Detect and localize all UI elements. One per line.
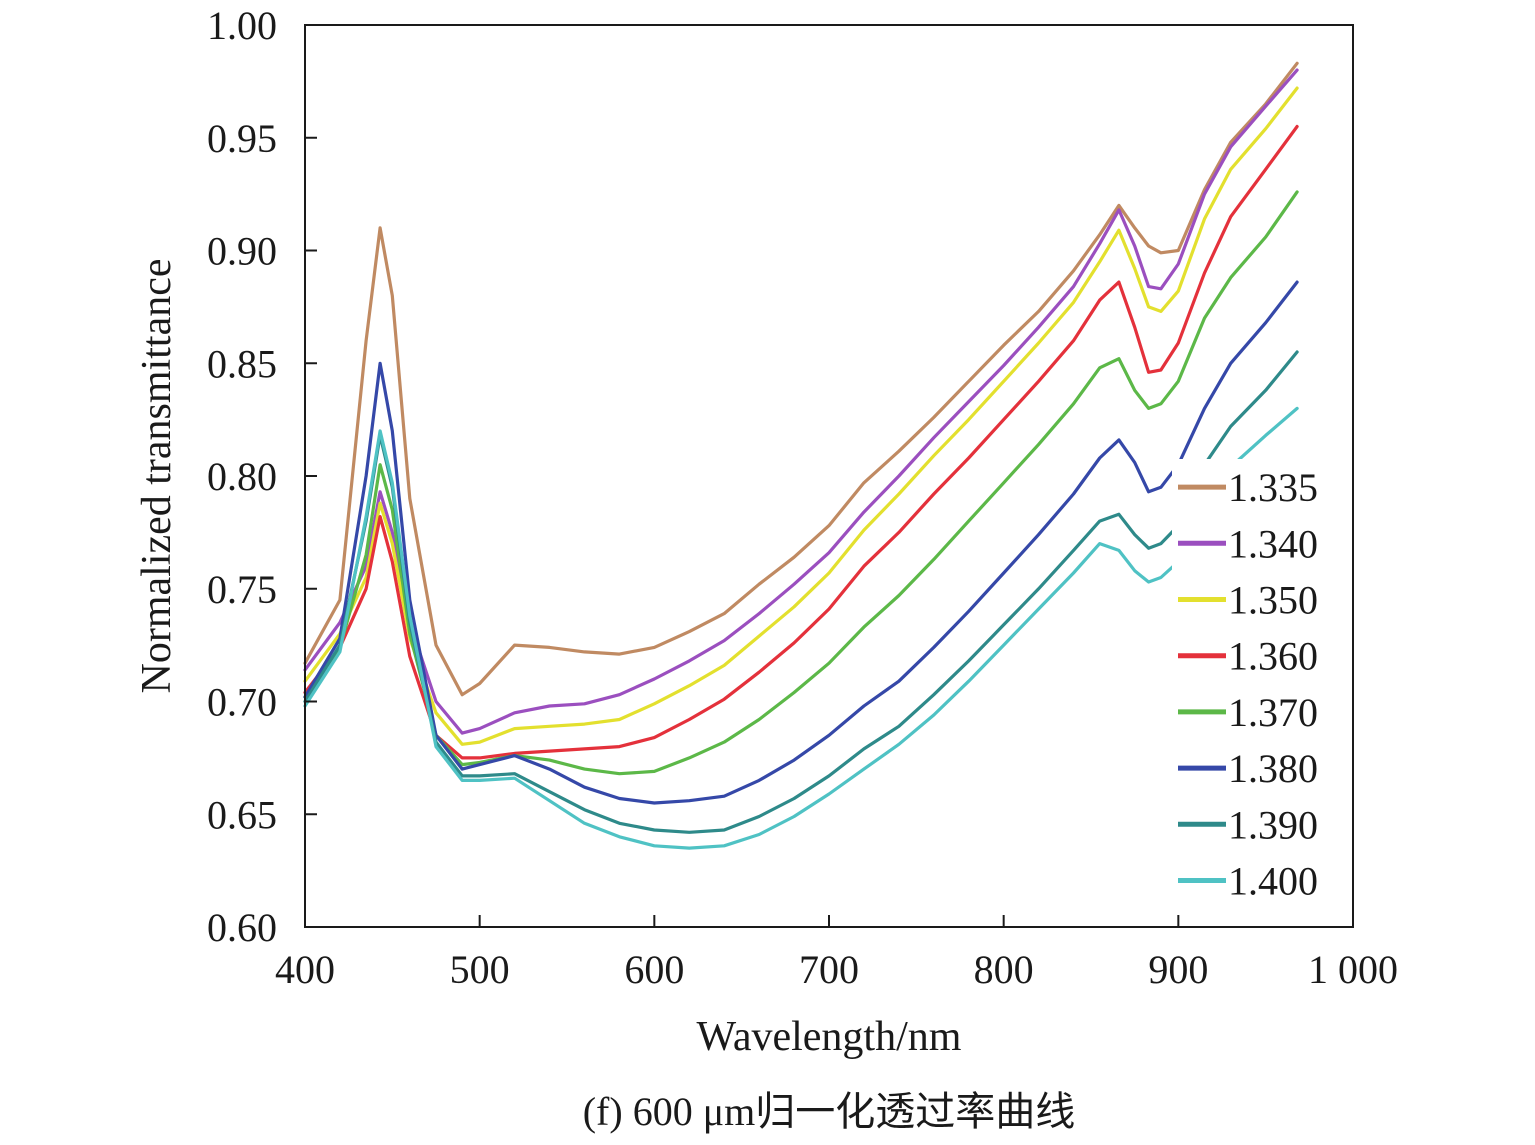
y-tick-label: 0.95 <box>207 116 277 161</box>
y-axis-label: Normalized transmittance <box>134 259 180 694</box>
y-axis: 0.60 0.65 0.70 0.75 0.80 0.85 0.90 0.95 1.00 <box>207 3 317 950</box>
series-line-1-350 <box>303 86 1299 746</box>
x-tick-label: 400 <box>275 947 335 992</box>
series-line-1-380 <box>303 280 1299 805</box>
y-tick-label: 1.00 <box>207 3 277 48</box>
plot-lines <box>303 61 1299 850</box>
y-tick-label: 0.80 <box>207 454 277 499</box>
series-line-1-400 <box>303 406 1299 850</box>
x-tick-label: 900 <box>1148 947 1208 992</box>
legend-label: 1.335 <box>1228 465 1318 510</box>
series-line-1-360 <box>303 124 1299 760</box>
legend-background <box>1172 459 1342 909</box>
x-tick-label: 700 <box>799 947 859 992</box>
y-tick-label: 0.70 <box>207 680 277 725</box>
series-line-1-340 <box>303 68 1299 735</box>
figure-caption: (f) 600 μm归一化透过率曲线 <box>583 1089 1076 1134</box>
legend-label: 1.340 <box>1228 521 1318 566</box>
y-tick-label: 0.75 <box>207 567 277 612</box>
legend-label: 1.400 <box>1228 859 1318 904</box>
y-tick-label: 0.65 <box>207 792 277 837</box>
series-line-1-370 <box>303 190 1299 776</box>
legend-label: 1.370 <box>1228 690 1318 735</box>
x-tick-label: 600 <box>624 947 684 992</box>
y-tick-label: 0.90 <box>207 229 277 274</box>
y-tick-label: 0.85 <box>207 341 277 386</box>
x-axis: 400 500 600 700 800 900 1 000 <box>275 915 1398 992</box>
x-tick-label: 1 000 <box>1308 947 1398 992</box>
x-axis-label: Wavelength/nm <box>697 1014 962 1060</box>
x-tick-label: 500 <box>450 947 510 992</box>
legend: 1.335 1.340 1.350 1.360 1.370 1.380 1.390 1.400 <box>1172 459 1342 909</box>
y-tick-label: 0.60 <box>207 905 277 950</box>
legend-label: 1.380 <box>1228 746 1318 791</box>
legend-label: 1.350 <box>1228 578 1318 623</box>
legend-label: 1.360 <box>1228 634 1318 679</box>
legend-label: 1.390 <box>1228 802 1318 847</box>
x-tick-label: 800 <box>974 947 1034 992</box>
series-line-1-335 <box>303 61 1299 697</box>
